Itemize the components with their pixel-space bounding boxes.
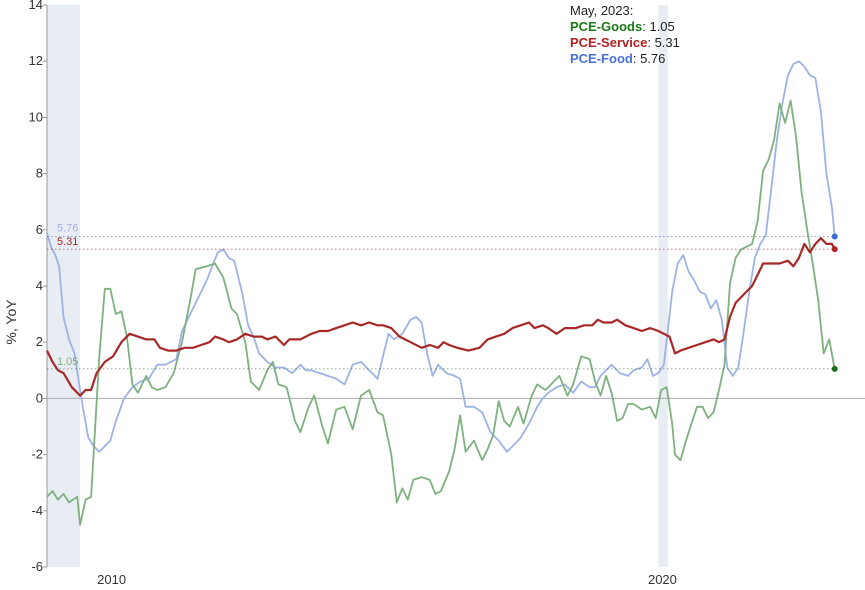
end-value-label: 5.76	[57, 223, 78, 235]
end-point	[831, 233, 838, 240]
y-tick-label: 10	[29, 109, 43, 124]
legend-item-food: PCE-Food: 5.76	[570, 51, 666, 66]
y-tick-label: 12	[29, 53, 43, 68]
y-tick-label: 6	[36, 222, 43, 237]
recession-band	[658, 5, 668, 567]
end-markers: 1.05 5.315.76	[47, 223, 838, 372]
legend-name: PCE-Service	[570, 35, 648, 50]
series-line-pce-goods	[46, 99, 836, 526]
legend-name: PCE-Food	[570, 51, 633, 66]
legend: May, 2023: PCE-Goods: 1.05 PCE-Service: …	[570, 3, 680, 67]
legend-value: 1.05	[649, 19, 675, 34]
legend-item-goods: PCE-Goods: 1.05	[570, 19, 675, 34]
y-tick-label: 2	[36, 334, 43, 349]
legend-name: PCE-Goods	[570, 19, 643, 34]
end-point	[831, 246, 838, 253]
y-axis-label: %, YoY	[3, 299, 19, 345]
legend-value: 5.31	[654, 35, 680, 50]
y-tick-label: -6	[31, 559, 43, 574]
end-value-label: 5.31	[57, 236, 78, 248]
y-tick-label: 4	[36, 278, 43, 293]
x-tick-label: 2010	[97, 572, 126, 587]
series-lines	[46, 60, 836, 526]
end-point	[831, 365, 838, 372]
y-tick-label: -2	[31, 447, 43, 462]
legend-header: May, 2023:	[570, 3, 634, 18]
series-line-pce-food	[46, 60, 836, 453]
legend-item-service: PCE-Service: 5.31	[570, 35, 680, 50]
series-line-pce-service	[46, 237, 836, 397]
y-tick-label: 8	[36, 166, 43, 181]
axes: -6 -4 -2 0 2 4 6 8 10 12 14 2010 2020	[29, 0, 865, 587]
y-tick-label: -4	[31, 503, 43, 518]
end-value-label: 1.05	[57, 356, 78, 368]
recession-band	[47, 5, 81, 567]
legend-value: 5.76	[640, 51, 666, 66]
y-tick-label: 0	[36, 390, 43, 405]
recession-bands	[47, 5, 668, 567]
x-tick-label: 2020	[648, 572, 677, 587]
y-tick-label: 14	[29, 0, 43, 12]
